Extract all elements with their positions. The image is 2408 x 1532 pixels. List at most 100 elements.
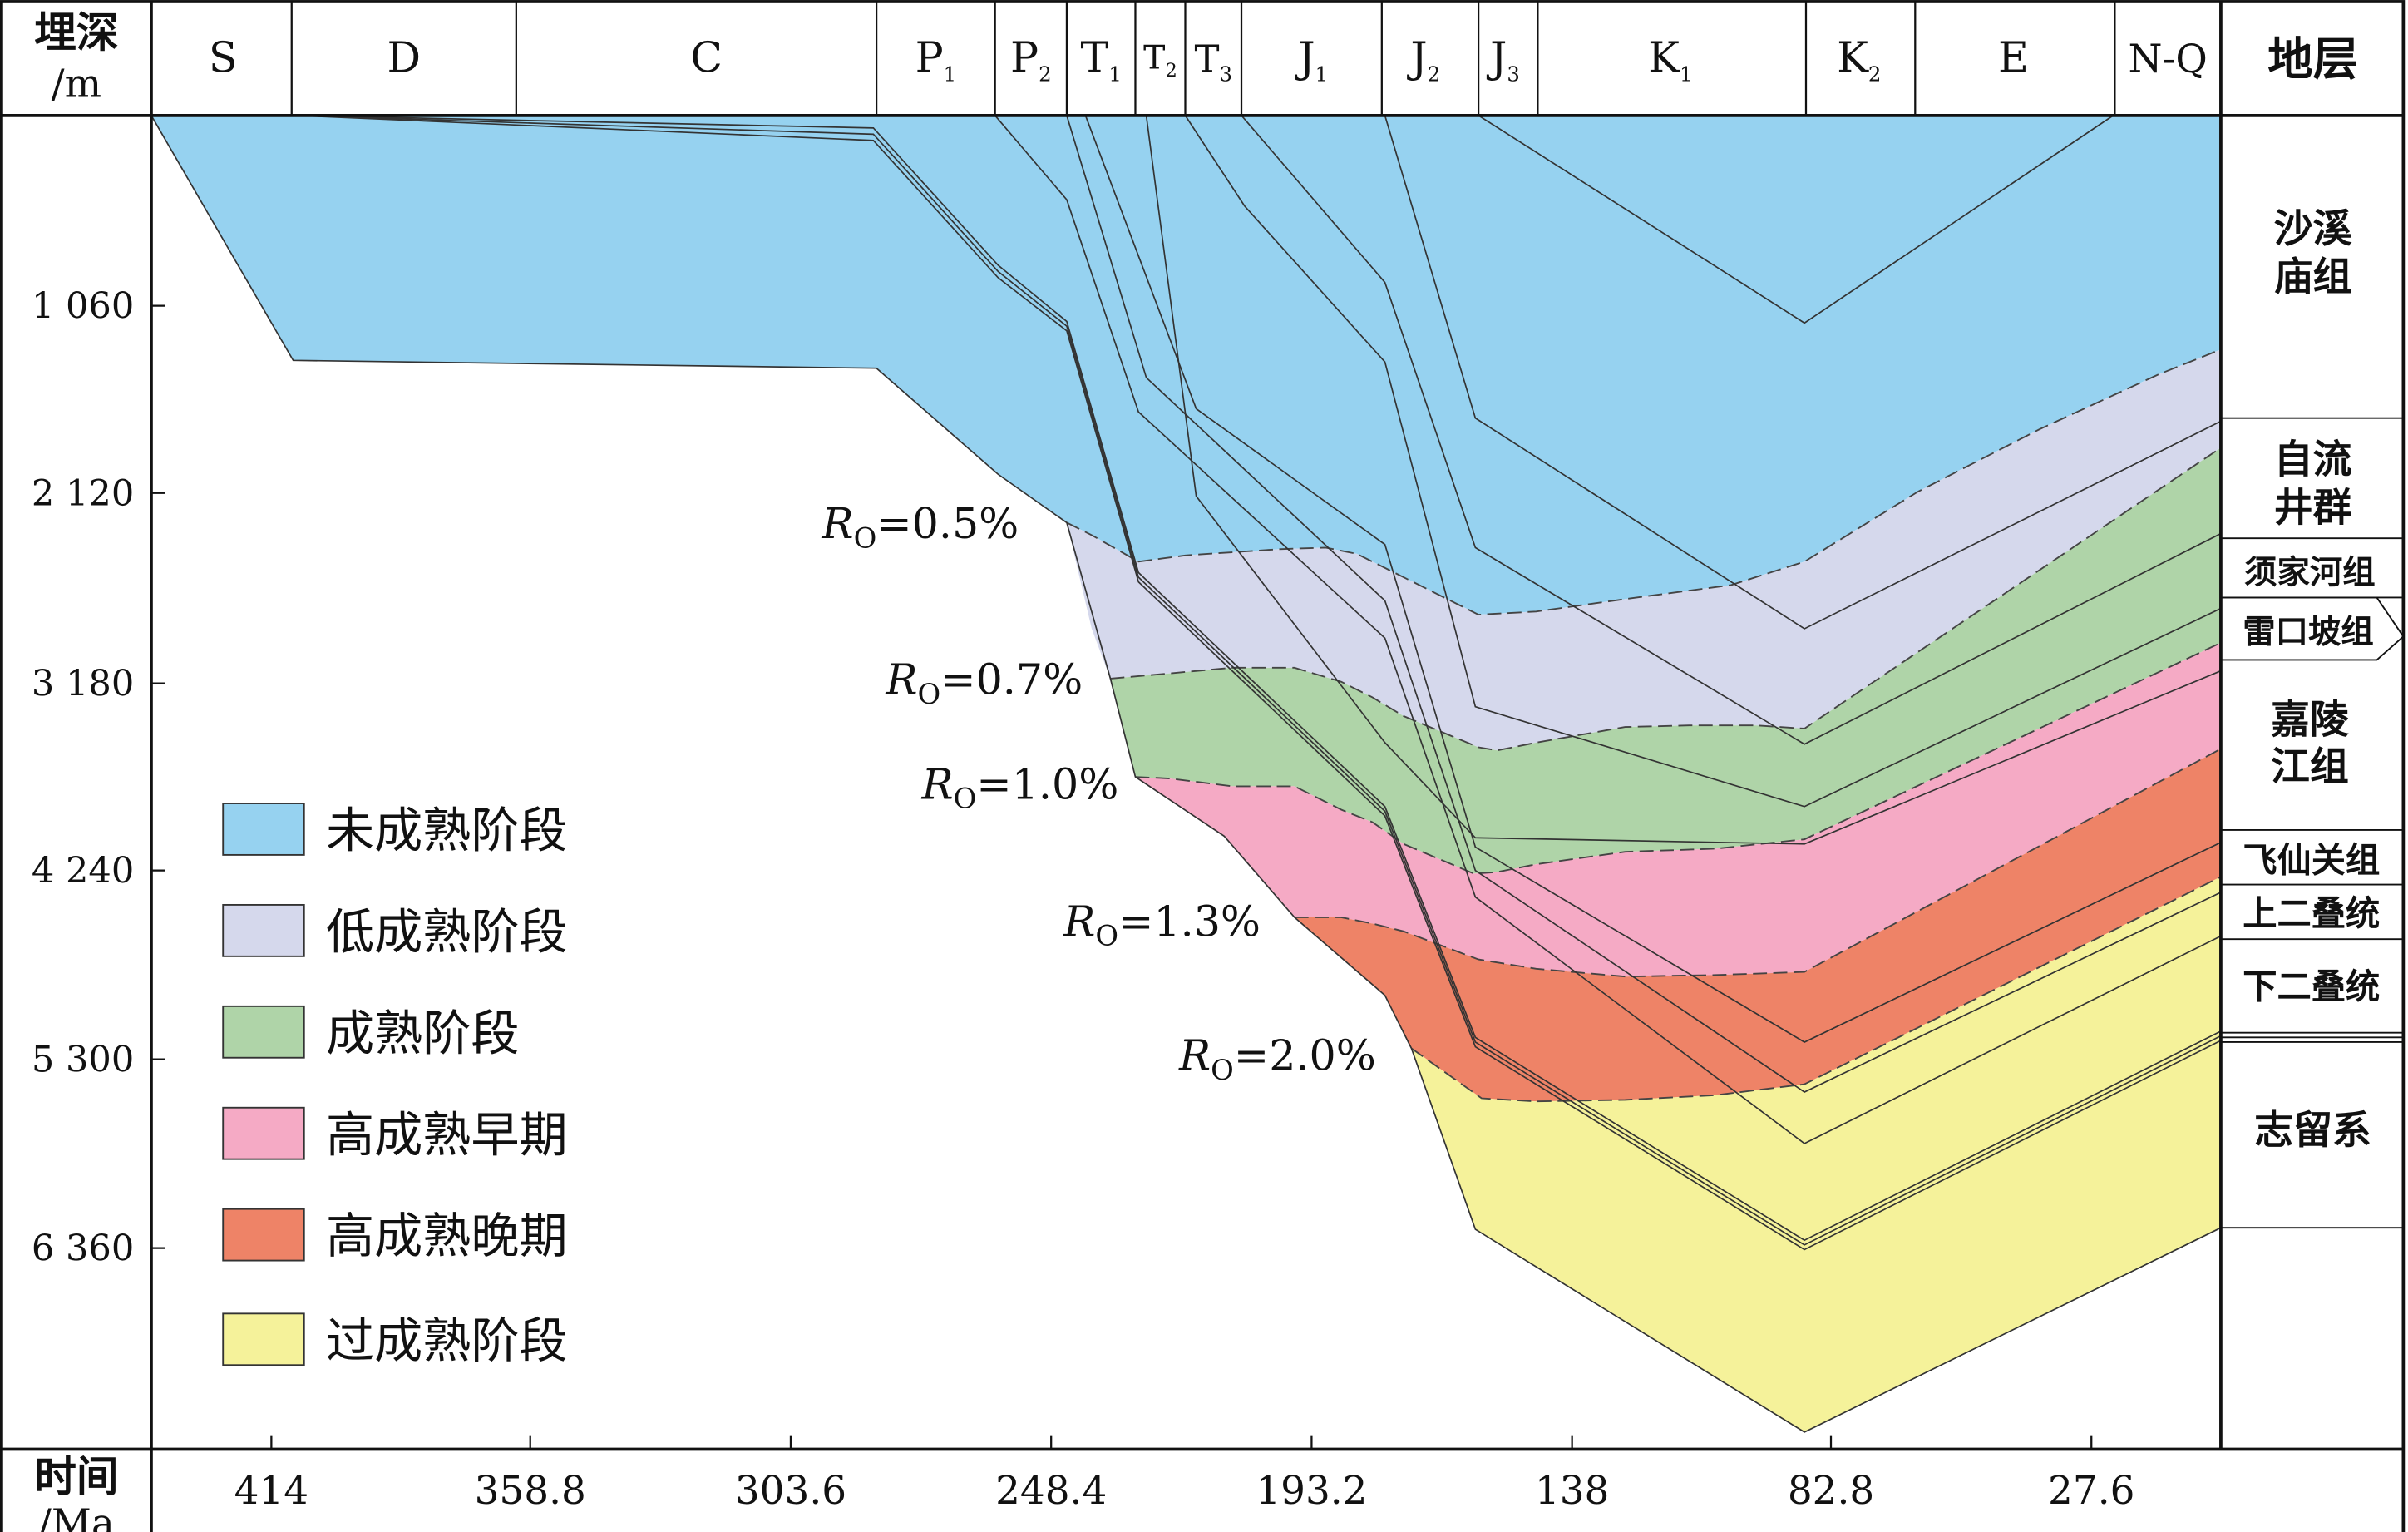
depth-tick-label: 3 180 (32, 664, 134, 705)
ro-0.7-isoline (1110, 447, 2222, 752)
ro-0.5-isoline (1066, 348, 2222, 616)
formation-label: 自流 (2274, 437, 2352, 482)
time-tick-label: 248.4 (995, 1468, 1107, 1514)
time-tick-label: 82.8 (1788, 1468, 1874, 1514)
time-ticks (270, 1435, 2093, 1450)
depth-tick-label: 4 240 (32, 851, 134, 892)
formation-label: 嘉陵 (2271, 698, 2349, 744)
zone-low-mature (1066, 349, 2221, 751)
depth-tick-label: 5 300 (32, 1040, 134, 1081)
zone-immature (150, 115, 2221, 615)
legend-label: 成熟阶段 (326, 1005, 520, 1061)
depth-tick-label: 2 120 (32, 473, 134, 515)
maturity-zones (150, 115, 2221, 1432)
zone-over-mature (1411, 877, 2221, 1432)
legend-label: 未成熟阶段 (326, 803, 568, 859)
burial-curve (1184, 115, 2222, 808)
formation-label: 雷口坡组 (2243, 613, 2374, 651)
burial-curve (1145, 115, 2222, 845)
period-label: N-Q (2129, 36, 2208, 82)
zone-mature (1110, 447, 2221, 874)
ro-label: RO=1.0% (921, 759, 1119, 814)
formation-column (2220, 115, 2405, 1229)
time-label-top: 时间 (34, 1451, 118, 1501)
formation-label: 沙溪 (2274, 206, 2352, 252)
ro-label: RO=0.7% (885, 655, 1083, 710)
legend-label: 过成熟阶段 (326, 1312, 568, 1369)
time-axis: 时间 /Ma 414 358.8 303.6 248.4 193.2 138 8… (34, 1451, 2134, 1532)
burial-curve (1384, 115, 2222, 630)
formation-label: 须家河组 (2244, 554, 2376, 592)
period-label: K2 (1837, 32, 1881, 86)
legend-swatch (222, 803, 305, 856)
formation-label: 井群 (2274, 486, 2352, 531)
burial-curves (150, 115, 2222, 1433)
legend-swatch (222, 1208, 305, 1262)
period-label: J2 (1406, 32, 1440, 86)
ro-1.0-isoline (1135, 641, 2222, 875)
burial-curve (296, 115, 2222, 1242)
period-label: C (690, 32, 723, 82)
period-label: P1 (915, 32, 957, 86)
period-label: S (209, 32, 238, 82)
legend-swatch (222, 1312, 305, 1366)
formation-labels: 沙溪 庙组 自流 井群 须家河组 雷口坡组 嘉陵 江组 飞仙关组 上二叠统 下二… (2243, 206, 2380, 1154)
ro-label: RO=1.3% (1063, 897, 1261, 951)
legend-label: 高成熟早期 (326, 1106, 568, 1163)
formation-label: 江组 (2271, 744, 2349, 790)
formation-label: 上二叠统 (2243, 892, 2380, 933)
header: 埋深 /m 地层 S D C P1 P2 T1 T2 T3 J1 J2 J3 K… (34, 7, 2358, 106)
legend-swatch (222, 903, 305, 957)
time-tick-label: 414 (234, 1468, 308, 1514)
depth-tick-label: 6 360 (32, 1228, 134, 1270)
depth-label-top: 埋深 (34, 7, 118, 57)
burial-curve (994, 115, 2222, 1144)
burial-curve (296, 115, 2222, 1246)
period-label: T1 (1081, 32, 1122, 86)
depth-tick-label: 1 060 (32, 286, 134, 328)
period-dividers (290, 1, 2116, 116)
ro-isolines (1066, 348, 2222, 1103)
period-label: T2 (1143, 39, 1177, 82)
burial-curve (1241, 115, 2222, 745)
ro-label: RO=2.0% (1178, 1031, 1376, 1086)
formation-label: 志留系 (2254, 1108, 2371, 1154)
period-label: K1 (1648, 32, 1692, 86)
period-label: E (1998, 32, 2029, 82)
period-label: P2 (1010, 32, 1052, 86)
depth-label-bottom: /m (52, 61, 101, 106)
legend-swatch (222, 1106, 305, 1160)
time-tick-label: 27.6 (2048, 1468, 2134, 1514)
time-label-bottom: /Ma (38, 1501, 115, 1532)
burial-curve (296, 115, 2222, 1251)
time-tick-label: 358.8 (475, 1468, 586, 1514)
formation-label: 飞仙关组 (2243, 840, 2380, 881)
time-tick-label: 138 (1535, 1468, 1609, 1514)
zone-high-mature-early (1135, 642, 2221, 977)
ro-1.3-isoline (1294, 748, 2222, 978)
strata-label: 地层 (2267, 32, 2358, 86)
period-label: D (387, 32, 421, 82)
legend-label: 低成熟阶段 (326, 903, 568, 960)
ro-labels: RO=0.5% RO=0.7% RO=1.0% RO=1.3% RO=2.0% (821, 499, 1375, 1086)
depth-ticks (150, 304, 165, 1249)
formation-label: 庙组 (2274, 255, 2352, 300)
period-label: T3 (1194, 37, 1232, 86)
formation-label: 下二叠统 (2243, 966, 2380, 1006)
depth-axis: 1 060 2 120 3 180 4 240 5 300 6 360 (32, 286, 134, 1270)
legend-swatch (222, 1005, 305, 1059)
legend-label: 高成熟晚期 (326, 1208, 568, 1264)
period-label: J3 (1486, 32, 1520, 86)
burial-curve (1066, 115, 2222, 1093)
time-tick-label: 303.6 (735, 1468, 846, 1514)
period-label: J1 (1294, 32, 1328, 86)
burial-curve (150, 115, 2222, 1433)
burial-curve (1478, 115, 2114, 324)
time-tick-label: 193.2 (1256, 1468, 1367, 1514)
legend: 未成熟阶段 低成熟阶段 成熟阶段 高成熟早期 高成熟晚期 过成熟阶段 (222, 803, 568, 1369)
ro-2.0-isoline (1410, 876, 2222, 1103)
ro-label: RO=0.5% (821, 499, 1019, 554)
zone-high-mature-late (1294, 749, 2221, 1102)
